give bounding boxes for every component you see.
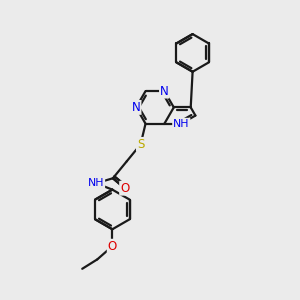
Text: S: S (137, 138, 144, 151)
Text: N: N (160, 85, 169, 98)
Text: N: N (132, 101, 140, 114)
Text: NH: NH (88, 178, 104, 188)
Text: NH: NH (173, 119, 190, 129)
Text: O: O (108, 240, 117, 253)
Text: O: O (120, 182, 129, 195)
